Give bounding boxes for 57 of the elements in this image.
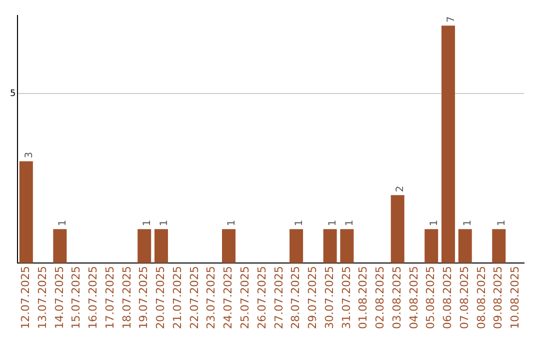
x-tick-label: 08.08.2025 bbox=[474, 266, 488, 330]
bar bbox=[492, 229, 506, 264]
x-tick-label: 28.07.2025 bbox=[289, 266, 302, 330]
bar bbox=[19, 161, 33, 264]
x-tick-label: 27.07.2025 bbox=[272, 266, 286, 330]
x-tick-label: 15.07.2025 bbox=[70, 266, 83, 330]
x-tick-label: 05.08.2025 bbox=[424, 266, 438, 330]
bar bbox=[222, 229, 236, 264]
x-tick-label: 17.07.2025 bbox=[103, 266, 116, 330]
x-tick-label: 31.07.2025 bbox=[340, 266, 353, 330]
data-label: 1 bbox=[428, 220, 440, 226]
x-tick-label: 19.07.2025 bbox=[137, 266, 150, 330]
y-tick-label: 5 bbox=[10, 88, 16, 99]
bar bbox=[340, 229, 354, 264]
data-label: 1 bbox=[462, 220, 474, 226]
x-tick-label: 30.07.2025 bbox=[322, 266, 336, 330]
bar bbox=[441, 26, 455, 264]
data-label: 3 bbox=[24, 152, 35, 158]
x-tick-label: 29.07.2025 bbox=[306, 266, 320, 330]
x-tick-label: 03.08.2025 bbox=[390, 266, 404, 330]
data-label: 2 bbox=[395, 186, 406, 192]
bar bbox=[138, 229, 152, 264]
data-label: 1 bbox=[496, 220, 508, 226]
bar bbox=[458, 229, 472, 264]
x-tick-label: 16.07.2025 bbox=[86, 266, 100, 330]
bar bbox=[323, 229, 337, 264]
x-tick-label: 23.07.2025 bbox=[204, 266, 218, 330]
x-tick-label: 25.07.2025 bbox=[238, 266, 252, 330]
x-tick-label: 04.08.2025 bbox=[407, 266, 420, 330]
x-tick-label: 10.08.2025 bbox=[508, 266, 522, 330]
x-tick-label: 14.07.2025 bbox=[52, 266, 66, 330]
x-tick-label: 02.08.2025 bbox=[374, 266, 387, 330]
data-label: 1 bbox=[344, 220, 356, 226]
x-tick-label: 22.07.2025 bbox=[188, 266, 201, 330]
x-tick-label: 07.08.2025 bbox=[458, 266, 471, 330]
x-tick-label: 18.07.2025 bbox=[120, 266, 134, 330]
bar bbox=[424, 229, 438, 264]
x-tick-label: 09.08.2025 bbox=[492, 266, 505, 330]
x-tick-label: 12.07.2025 bbox=[19, 266, 32, 330]
bar bbox=[154, 229, 168, 264]
x-tick-label: 13.07.2025 bbox=[36, 266, 49, 330]
x-tick-label: 20.07.2025 bbox=[154, 266, 168, 330]
data-label: 1 bbox=[158, 220, 170, 226]
bar bbox=[53, 229, 67, 264]
data-label: 1 bbox=[294, 220, 305, 226]
data-label: 1 bbox=[58, 220, 69, 226]
x-tick-label: 21.07.2025 bbox=[170, 266, 184, 330]
data-label: 1 bbox=[328, 220, 339, 226]
x-tick-label: 01.08.2025 bbox=[356, 266, 370, 330]
x-tick-label: 24.07.2025 bbox=[222, 266, 235, 330]
bar bbox=[290, 229, 304, 264]
data-label: 7 bbox=[446, 16, 457, 23]
bar bbox=[390, 195, 404, 264]
data-label: 1 bbox=[226, 220, 238, 226]
x-tick-label: 26.07.2025 bbox=[255, 266, 268, 330]
data-label: 1 bbox=[142, 220, 153, 226]
x-tick-label: 06.08.2025 bbox=[441, 266, 454, 330]
